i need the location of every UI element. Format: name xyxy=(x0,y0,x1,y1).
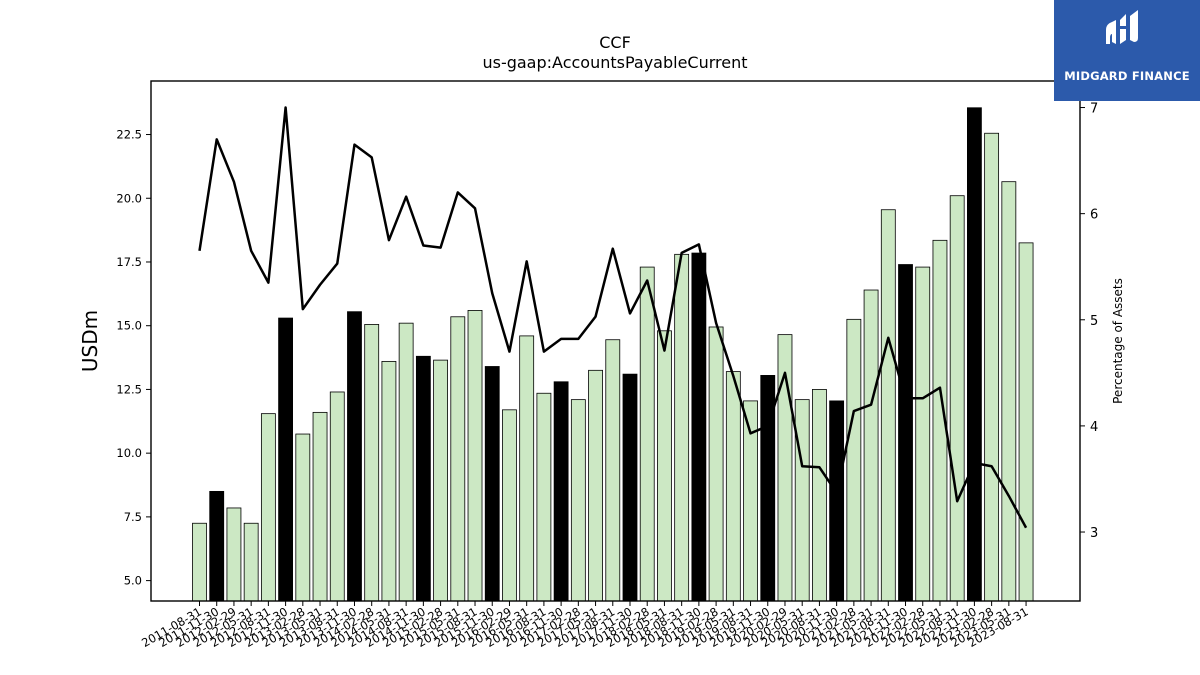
bar-2012-02-29 xyxy=(226,507,242,602)
line-series xyxy=(198,106,1028,529)
percentage-line xyxy=(198,106,1028,529)
bar-series xyxy=(192,107,1034,602)
y2-tick-label: 3 xyxy=(1090,526,1098,541)
plot-frame xyxy=(150,80,1081,602)
bar-2014-05-31 xyxy=(381,360,397,602)
y-tick-label: 10.0 xyxy=(116,446,142,460)
midgard-logo: MIDGARD FINANCE xyxy=(1054,0,1200,101)
midgard-mark-icon xyxy=(1106,10,1138,44)
bar-2021-05-31 xyxy=(863,289,879,602)
bar-2011-08-31 xyxy=(192,522,207,602)
bar-2011-11-30 xyxy=(209,490,225,602)
y2-tick-label: 7 xyxy=(1090,102,1098,117)
bar-2022-08-31 xyxy=(949,195,965,602)
bar-2013-02-28 xyxy=(295,433,311,602)
bar-2016-05-31 xyxy=(519,335,535,602)
y-axis-label: USDm xyxy=(78,310,102,372)
y-tick-label: 22.5 xyxy=(116,128,142,142)
bar-2017-02-28 xyxy=(570,399,586,602)
bar-2012-11-30 xyxy=(278,317,294,602)
bar-2018-11-30 xyxy=(691,252,707,602)
chart-subtitle: us-gaap:AccountsPayableCurrent xyxy=(482,53,747,72)
bar-2018-08-31 xyxy=(674,253,690,602)
bar-2014-11-30 xyxy=(415,355,431,602)
bar-2021-08-31 xyxy=(880,209,896,602)
bar-2013-11-30 xyxy=(347,311,362,602)
y-tick-label: 15.0 xyxy=(116,319,142,333)
bar-2019-02-28 xyxy=(708,326,724,602)
bar-2023-08-31 xyxy=(1018,242,1034,602)
bar-2015-11-30 xyxy=(484,366,500,602)
bar-2020-08-31 xyxy=(812,389,827,602)
y2-tick-label: 6 xyxy=(1090,208,1098,223)
bar-2014-08-31 xyxy=(398,322,414,602)
bar-2017-11-30 xyxy=(622,373,638,602)
bar-2019-05-31 xyxy=(725,371,741,602)
bar-2012-05-31 xyxy=(243,522,259,602)
bar-2015-05-31 xyxy=(450,316,466,602)
y-tick-label: 17.5 xyxy=(116,255,142,269)
y-tick-label: 5.0 xyxy=(124,574,142,588)
y-tick-label: 7.5 xyxy=(124,510,142,524)
chart-title: CCF xyxy=(599,33,631,52)
bar-2020-05-31 xyxy=(794,399,810,602)
bar-2022-02-28 xyxy=(915,266,931,602)
bar-2015-08-31 xyxy=(467,310,483,602)
bar-2022-11-30 xyxy=(967,107,982,602)
bar-2016-08-31 xyxy=(536,392,552,602)
y2-axis-label: Percentage of Assets xyxy=(1111,278,1125,404)
bar-2016-02-29 xyxy=(502,409,517,602)
bar-2021-11-30 xyxy=(898,264,913,602)
bar-2017-05-31 xyxy=(588,369,603,602)
y2-tick-label: 5 xyxy=(1090,314,1098,329)
bar-2018-02-28 xyxy=(639,266,655,602)
bar-2021-02-28 xyxy=(846,318,862,602)
bar-2012-08-31 xyxy=(260,413,276,602)
bar-2013-08-31 xyxy=(329,391,345,602)
y-tick-label: 12.5 xyxy=(116,382,142,396)
bar-2015-02-28 xyxy=(433,359,448,602)
bar-2014-02-28 xyxy=(364,324,380,602)
axes: 5.07.510.012.515.017.520.022.5345672011-… xyxy=(116,80,1098,650)
bar-2023-02-28 xyxy=(984,132,1000,602)
y2-tick-label: 4 xyxy=(1090,420,1098,435)
y-tick-label: 20.0 xyxy=(116,191,142,205)
logo-text: MIDGARD FINANCE xyxy=(1064,69,1190,83)
bar-2017-08-31 xyxy=(605,339,621,602)
bar-2020-11-30 xyxy=(829,400,845,602)
bar-2018-05-31 xyxy=(657,330,672,602)
bar-2013-05-31 xyxy=(312,411,328,602)
bar-2016-11-30 xyxy=(553,381,569,602)
bar-2023-05-31 xyxy=(1001,181,1017,602)
